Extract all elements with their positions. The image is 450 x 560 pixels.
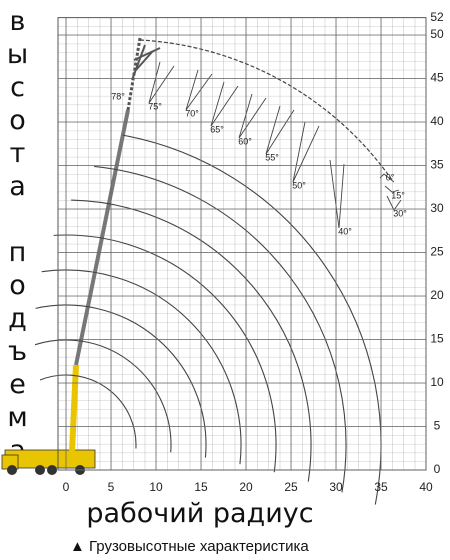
- load-curve: [53, 234, 277, 473]
- x-tick-label: 25: [284, 480, 298, 494]
- y-tick-label: 5: [434, 419, 441, 433]
- crane-drawing: [1, 37, 402, 505]
- y-tick-label: 15: [430, 332, 444, 346]
- jib-line: [238, 93, 267, 139]
- jib-line: [292, 121, 320, 183]
- angle-label: 65°: [210, 124, 224, 134]
- angle-label: 70°: [185, 108, 199, 118]
- angle-label: 0°: [386, 172, 395, 182]
- load-curve: [41, 269, 242, 465]
- y-tick-label: 45: [430, 71, 444, 85]
- jib-line: [210, 81, 239, 127]
- jib-line: [329, 159, 345, 229]
- footnote: ▲ Грузовысотные характеристика: [70, 538, 309, 555]
- x-tick-label: 5: [108, 480, 115, 494]
- x-axis-label: рабочий радиус: [86, 498, 314, 529]
- load-curve: [34, 339, 172, 453]
- y-tick-label: 35: [430, 158, 444, 172]
- x-tick-label: 35: [374, 480, 388, 494]
- y-tick-label: 10: [430, 375, 444, 389]
- minor-grid: [58, 17, 426, 470]
- y-tick-label: 40: [430, 114, 444, 128]
- jib-line: [386, 195, 402, 211]
- jib-line: [384, 185, 400, 193]
- angle-label: 50°: [292, 180, 306, 190]
- angle-label: 60°: [238, 136, 252, 146]
- x-tick-label: 10: [149, 480, 163, 494]
- x-tick-label: 20: [239, 480, 253, 494]
- y-tick-label: 0: [434, 462, 441, 476]
- angle-label: 30°: [393, 208, 407, 218]
- x-tick-label: 0: [63, 480, 70, 494]
- jib-line: [185, 69, 213, 111]
- y-axis-label: высота подъема: [2, 6, 33, 468]
- y-tick-label: 25: [430, 245, 444, 259]
- x-tick-label: 30: [329, 480, 343, 494]
- load-curve: [94, 165, 347, 493]
- angle-label: 55°: [265, 152, 279, 162]
- angle-label: 40°: [338, 226, 352, 236]
- angle-label: 75°: [148, 101, 162, 111]
- y-tick-label: 50: [430, 27, 444, 41]
- chart: 0 5 10 15 20 25 30 35 40 45 50 52 0 5 10 15 20 25 30 35 40 78…: [1, 10, 444, 505]
- x-tick-label: 40: [419, 480, 433, 494]
- y-tick-label: 20: [430, 288, 444, 302]
- angle-label: 15°: [391, 190, 405, 200]
- y-tick-label: 52: [430, 10, 444, 24]
- x-tick-label: 15: [194, 480, 208, 494]
- y-tick-label: 30: [430, 201, 444, 215]
- angle-label: 78°: [111, 91, 125, 101]
- jib-arc: [139, 39, 393, 181]
